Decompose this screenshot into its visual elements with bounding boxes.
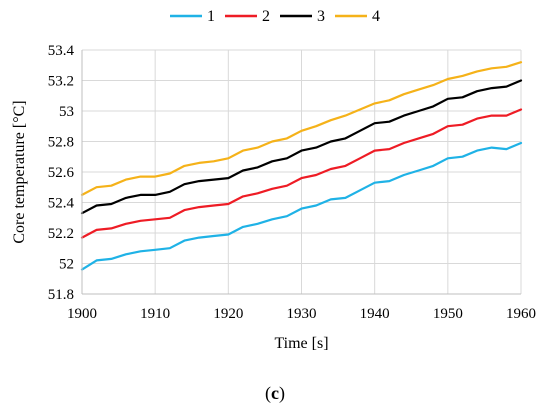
y-tick-label: 52 — [59, 257, 74, 273]
y-tick-label: 52.4 — [48, 196, 75, 212]
y-tick-label: 51.8 — [48, 287, 74, 303]
tick-labels: 51.8 52 52.2 52.4 52.6 52.8 53 53.2 53.4 1900 1910… — [48, 43, 536, 322]
caption-open-paren: ( — [265, 383, 271, 403]
series-line-2 — [80, 108, 523, 239]
x-tick-label: 1940 — [360, 306, 390, 322]
series-line-4 — [80, 61, 523, 196]
legend-label-4: 4 — [372, 8, 380, 25]
x-tick-label: 1950 — [433, 306, 463, 322]
x-axis-title: Time [s] — [274, 335, 328, 352]
legend: 1 2 3 4 — [170, 8, 380, 25]
axes — [81, 50, 521, 295]
y-tick-label: 53.2 — [48, 74, 74, 90]
caption-label: c — [271, 383, 279, 403]
series-lines — [80, 61, 523, 271]
y-tick-label: 53 — [59, 104, 74, 120]
legend-label-1: 1 — [207, 8, 215, 25]
chart: 51.8 52 52.2 52.4 52.6 52.8 53 53.2 53.4 1900 1910… — [11, 8, 536, 352]
legend-label-2: 2 — [262, 8, 270, 25]
y-tick-label: 53.4 — [48, 43, 75, 59]
x-tick-label: 1930 — [287, 306, 317, 322]
y-tick-label: 52.8 — [48, 135, 74, 151]
series-line-3 — [80, 79, 523, 215]
x-tick-label: 1910 — [140, 306, 170, 322]
x-tick-label: 1900 — [67, 306, 97, 322]
y-tick-label: 52.2 — [48, 226, 74, 242]
legend-label-3: 3 — [317, 8, 325, 25]
x-tick-label: 1920 — [213, 306, 243, 322]
y-tick-label: 52.6 — [48, 165, 75, 181]
figure-caption: (c) — [0, 383, 550, 404]
grid — [82, 49, 522, 294]
y-axis-title: Core temperature [°C] — [11, 100, 28, 243]
series-line-1 — [80, 141, 523, 271]
caption-close-paren: ) — [279, 383, 285, 403]
x-tick-label: 1960 — [506, 306, 536, 322]
